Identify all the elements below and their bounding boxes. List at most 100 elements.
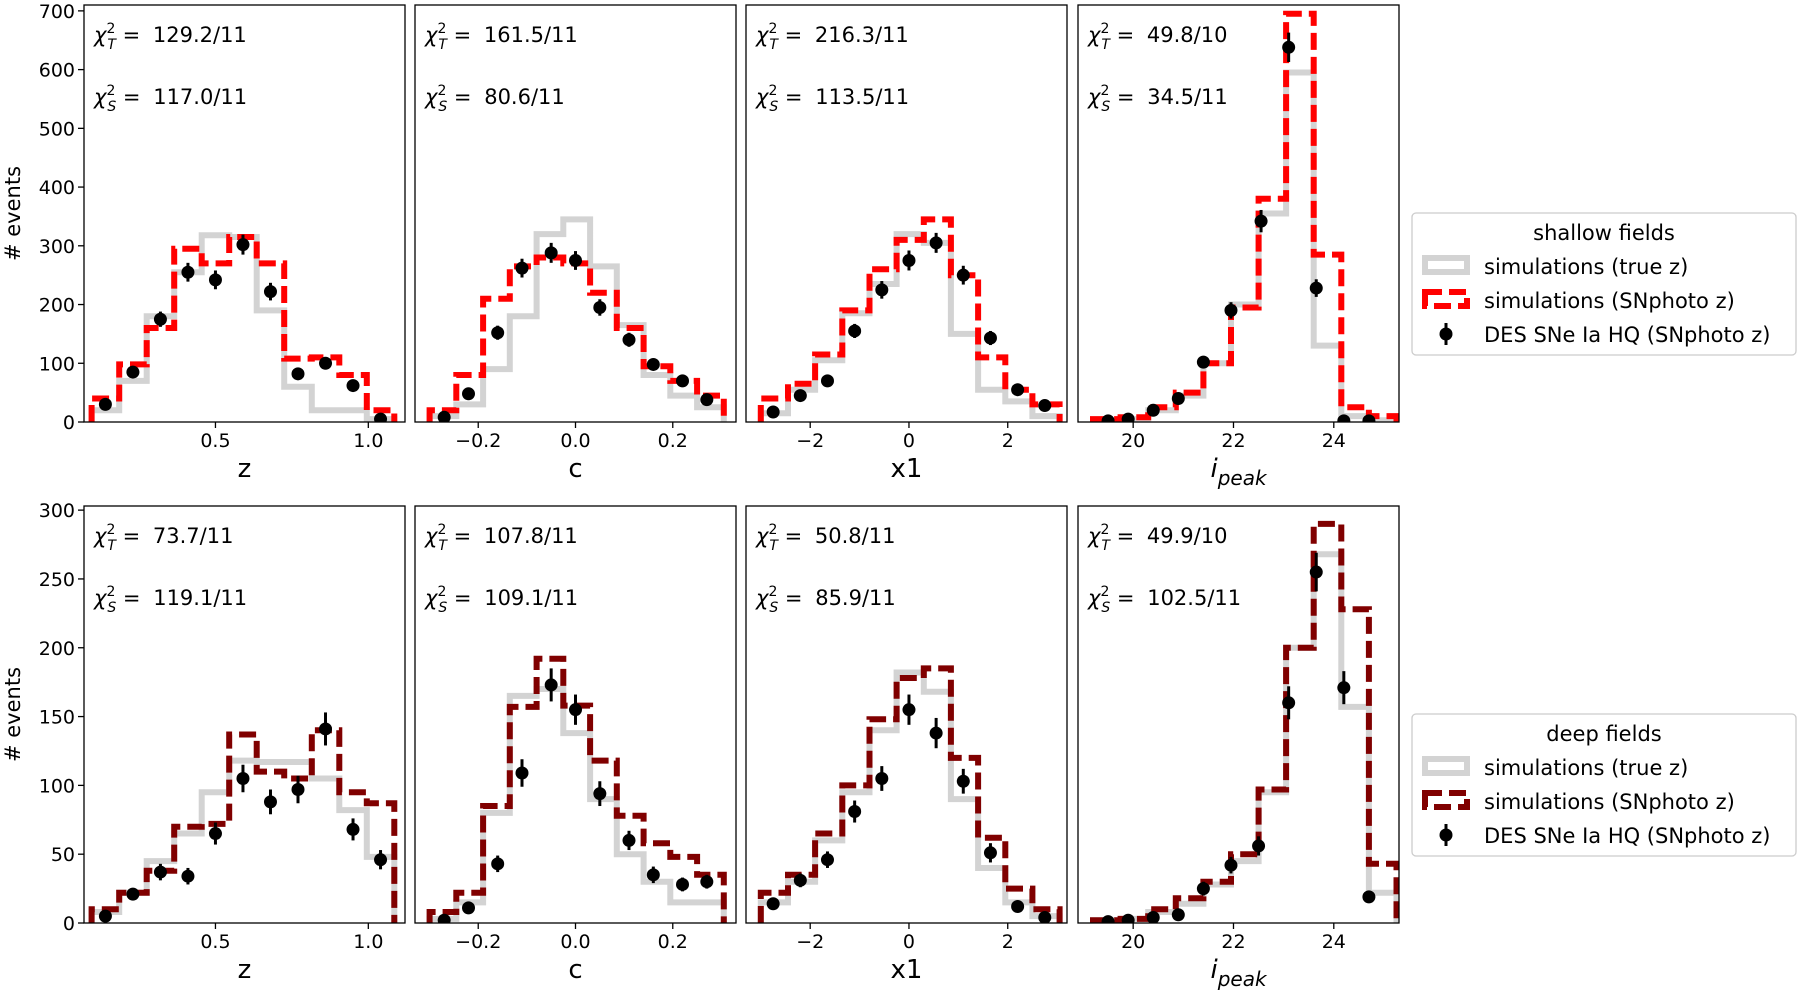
x-axis-label: ipeak — [1210, 454, 1267, 490]
legend-label-true-z: simulations (true z) — [1484, 756, 1688, 780]
data-point — [766, 405, 780, 419]
panel-deep-c: −0.2 0.0 0.2 c χ2 T = 107.8/11 χ2 S = 109.1/11 — [414, 505, 737, 985]
legend-frame — [1411, 212, 1797, 356]
panel-frame — [745, 4, 1068, 423]
data-point — [1101, 414, 1115, 422]
plot-area — [426, 216, 727, 422]
x-tick-label: 20 — [1121, 931, 1145, 953]
chi-square-value: 119.1/11 — [153, 586, 247, 610]
data-point — [374, 412, 388, 422]
x-tick-label: 0 — [903, 931, 915, 953]
panel-frame — [414, 4, 737, 423]
chi-square-value: 73.7/11 — [153, 524, 234, 548]
data-point — [593, 787, 607, 801]
data-point — [793, 873, 807, 887]
data-point — [793, 389, 807, 403]
chi-square-T: χ2 T = 50.8/11 — [755, 522, 895, 554]
y-tick-label: 150 — [39, 707, 75, 729]
data-point — [462, 901, 475, 915]
panel-frame — [83, 505, 406, 924]
histogram-snphoto-z — [88, 727, 398, 923]
data-point — [208, 273, 222, 287]
chi-square-value: 49.8/10 — [1147, 23, 1228, 47]
chi-square-T: χ2 T = 73.7/11 — [93, 522, 233, 554]
x-tick-label: 0.0 — [560, 931, 590, 953]
y-tick-label: 0 — [63, 412, 75, 434]
histogram-snphoto-z — [757, 216, 1063, 422]
chi-square-value: 117.0/11 — [153, 85, 247, 109]
legend-marker-data — [1439, 828, 1453, 842]
data-point — [646, 868, 660, 882]
data-point — [208, 827, 222, 841]
data-point — [956, 774, 970, 788]
legend-title: deep fields — [1546, 722, 1661, 746]
x-axis-label: c — [568, 955, 582, 985]
y-axis-label: # events — [1, 667, 25, 762]
x-tick-label: 2 — [1002, 430, 1014, 452]
x-tick-label: 22 — [1221, 430, 1245, 452]
x-tick-label: 0 — [903, 430, 915, 452]
histogram-true-z — [88, 232, 398, 422]
x-tick-label: −2 — [796, 931, 824, 953]
data-point — [263, 285, 277, 299]
chi-square-value: 107.8/11 — [484, 524, 578, 548]
data-point — [929, 726, 943, 740]
data-point — [1146, 403, 1160, 417]
data-point — [291, 367, 305, 381]
chi-square-value: 34.5/11 — [1147, 85, 1228, 109]
y-tick-label: 250 — [39, 569, 75, 591]
chi-square-S: χ2 S = 113.5/11 — [755, 83, 909, 115]
x-tick-label: 0.5 — [200, 430, 230, 452]
x-axis-label: ipeak — [1210, 955, 1267, 991]
data-point — [544, 246, 558, 260]
plot-area — [757, 216, 1063, 422]
data-point — [1309, 565, 1323, 579]
data-point — [1362, 414, 1376, 422]
y-tick-label: 200 — [39, 295, 75, 317]
legend-swatch-snphoto-z — [1422, 790, 1470, 810]
legend-label-data: DES SNe Ia HQ (SNphoto z) — [1484, 824, 1771, 848]
data-point — [1309, 281, 1323, 295]
data-point — [1038, 399, 1052, 413]
data-point — [544, 678, 558, 692]
chi-square-S: χ2 S = 119.1/11 — [93, 584, 247, 616]
data-point — [491, 857, 505, 871]
data-point — [1252, 839, 1266, 853]
data-point — [1282, 696, 1296, 710]
data-point — [1121, 412, 1135, 422]
plot-area — [426, 655, 727, 923]
data-point — [1121, 913, 1135, 923]
data-point — [820, 853, 834, 867]
x-tick-label: 1.0 — [353, 430, 383, 452]
plot-area — [1090, 10, 1399, 422]
data-point — [291, 783, 305, 797]
legend-label-snphoto-z: simulations (SNphoto z) — [1484, 790, 1735, 814]
legend-frame — [1411, 713, 1797, 857]
y-tick-label: 400 — [39, 177, 75, 199]
data-point — [902, 253, 916, 267]
data-point — [700, 875, 714, 889]
data-point — [1224, 303, 1238, 317]
data-point — [622, 833, 636, 847]
chi-square-value: 113.5/11 — [815, 85, 909, 109]
chi-square-T: χ2 T = 107.8/11 — [424, 522, 578, 554]
data-point — [1011, 899, 1025, 913]
histogram-snphoto-z — [1090, 10, 1399, 422]
data-point — [956, 268, 970, 282]
x-axis-label: z — [238, 955, 252, 985]
data-point — [983, 846, 997, 860]
chi-square-value: 80.6/11 — [484, 85, 565, 109]
legend-shallow-fields: shallow fields simulations (true z) simu… — [1411, 212, 1797, 356]
data-point — [1196, 355, 1210, 369]
panel-deep-ipeak: 20 22 24 ipeak χ2 T = 49.9/10 χ2 S = 102.5/11 — [1077, 505, 1400, 991]
data-point — [126, 365, 140, 379]
x-axis-label: x1 — [891, 955, 923, 985]
y-tick-label: 0 — [63, 913, 75, 935]
data-point — [848, 324, 862, 338]
data-point — [346, 379, 360, 393]
data-point — [346, 822, 360, 836]
plot-area — [88, 712, 398, 923]
data-point — [1101, 915, 1115, 923]
